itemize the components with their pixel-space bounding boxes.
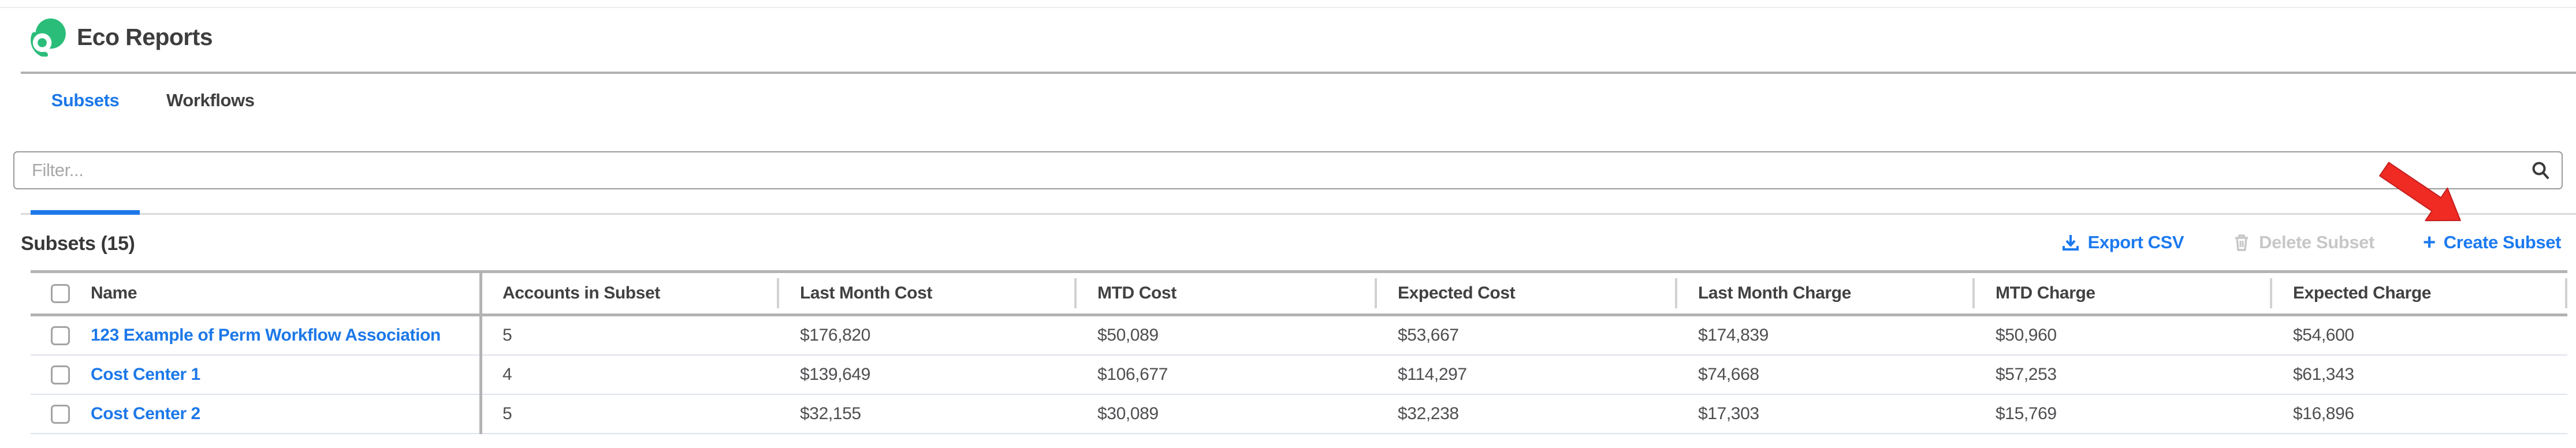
export-csv-button[interactable]: Export CSV [2061,232,2184,253]
plus-icon: + [2422,230,2436,255]
cell-mtd-cost: $30,089 [1074,394,1375,434]
cell-last-month-charge: $174,839 [1675,315,1972,356]
select-all-checkbox[interactable] [51,283,70,303]
eco-reports-logo-icon [31,18,66,57]
column-header-name: Name [31,272,479,315]
table-header-row: Name Accounts in Subset Last Month Cost MTD… [31,271,2567,315]
column-header-last-month-cost: Last Month Cost [777,272,1074,315]
name-column-divider [479,270,482,434]
cell-mtd-charge: $15,769 [1972,394,2270,434]
filter-bar [13,151,2563,189]
cell-last-month-cost: $139,649 [777,355,1074,395]
trash-icon [2235,234,2249,251]
cell-name: 123 Example of Perm Workflow Association [31,315,479,356]
row-checkbox[interactable] [51,365,70,384]
subset-name-link[interactable]: Cost Center 2 [91,404,200,423]
cell-expected-cost: $32,238 [1375,394,1675,434]
cell-last-month-charge: $74,668 [1675,355,1972,395]
cell-last-month-cost: $176,820 [777,315,1074,356]
create-subset-button[interactable]: + Create Subset [2423,232,2561,253]
cell-expected-charge: $61,343 [2270,355,2567,395]
brand: Eco Reports [29,17,213,57]
cell-name: Cost Center 1 [31,355,479,395]
cell-accounts-in-subset: 5 [479,394,777,434]
top-divider [0,7,2576,8]
download-icon [2062,235,2079,251]
cell-mtd-charge: $50,960 [1972,315,2270,356]
column-header-last-month-charge: Last Month Charge [1675,272,1972,315]
active-tab-indicator [31,210,140,215]
cell-last-month-cost: $32,155 [777,394,1074,434]
column-header-mtd-charge: MTD Charge [1972,272,2270,315]
table-row: 123 Example of Perm Workflow Association… [31,315,2567,356]
page-title: Eco Reports [77,23,213,50]
cell-name: Cost Center 2 [31,394,479,434]
export-csv-label: Export CSV [2087,232,2184,252]
tab-subsets[interactable]: Subsets [51,90,120,110]
cell-last-month-charge: $17,303 [1675,394,1972,434]
tab-bar: Subsets Workflows [0,87,2576,215]
tab-workflows[interactable]: Workflows [166,90,255,110]
cell-expected-cost: $114,297 [1375,355,1675,395]
header-divider [21,72,2576,74]
cell-expected-charge: $16,896 [2270,394,2567,434]
row-checkbox[interactable] [51,404,70,424]
table-row: Cost Center 1 4 $139,649 $106,677 $114,297 $7… [31,355,2567,395]
cell-accounts-in-subset: 4 [479,355,777,395]
table-row: Cost Center 2 5 $32,155 $30,089 $32,238 $17,3… [31,394,2567,434]
table-actions: Export CSV Delete Subset + Create Subset [2061,232,2561,253]
subsets-table-wrap: Name Accounts in Subset Last Month Cost MTD… [31,270,2567,434]
delete-subset-label: Delete Subset [2259,232,2374,252]
subset-name-link[interactable]: Cost Center 1 [91,365,200,384]
subset-name-link[interactable]: 123 Example of Perm Workflow Association [91,326,441,345]
cell-expected-charge: $54,600 [2270,315,2567,356]
subsets-table: Name Accounts in Subset Last Month Cost MTD… [31,270,2567,434]
search-icon[interactable] [2531,161,2550,180]
column-header-accounts-in-subset: Accounts in Subset [479,272,777,315]
cell-mtd-cost: $50,089 [1074,315,1375,356]
delete-subset-button[interactable]: Delete Subset [2232,232,2374,253]
row-checkbox[interactable] [51,326,70,345]
column-header-label: Name [91,283,137,303]
create-subset-label: Create Subset [2443,232,2562,252]
column-header-expected-charge: Expected Charge [2270,272,2567,315]
filter-input[interactable] [13,151,2563,189]
cell-accounts-in-subset: 5 [479,315,777,356]
column-header-mtd-cost: MTD Cost [1074,272,1375,315]
cell-expected-cost: $53,667 [1375,315,1675,356]
tabs-underline [21,213,2576,215]
cell-mtd-charge: $57,253 [1972,355,2270,395]
column-header-expected-cost: Expected Cost [1375,272,1675,315]
cell-mtd-cost: $106,677 [1074,355,1375,395]
section-title: Subsets (15) [21,233,135,255]
